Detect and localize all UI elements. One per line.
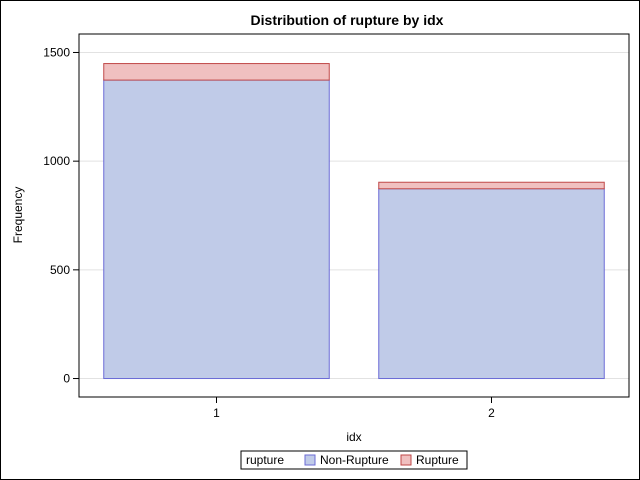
legend-label-rupture: Rupture — [416, 453, 459, 467]
x-tick-label: 1 — [213, 406, 220, 420]
bar-rupture-1 — [103, 63, 330, 81]
legend-title: rupture — [246, 453, 284, 467]
chart-title: Distribution of rupture by idx — [251, 12, 444, 28]
legend-swatch-non-rupture — [304, 454, 316, 466]
y-tick-label: 1500 — [43, 45, 70, 59]
legend: rupture Non-Rupture Rupture — [240, 450, 468, 470]
y-tick-label: 0 — [63, 372, 70, 386]
y-tick-label: 500 — [50, 263, 70, 277]
legend-label-non-rupture: Non-Rupture — [320, 453, 389, 467]
bar-non-rupture-1 — [103, 79, 330, 380]
y-axis-label: Frequency — [11, 187, 25, 244]
bar-non-rupture-2 — [378, 188, 605, 380]
bars-layer — [103, 63, 605, 380]
x-tick-label: 2 — [488, 406, 495, 420]
plot-area — [78, 33, 630, 398]
y-axis: 0 500 1000 1500 — [43, 45, 79, 386]
legend-swatch-rupture — [400, 454, 412, 466]
y-tick-label: 1000 — [43, 154, 70, 168]
x-axis-label: idx — [346, 430, 361, 444]
bar-rupture-2 — [378, 181, 605, 190]
